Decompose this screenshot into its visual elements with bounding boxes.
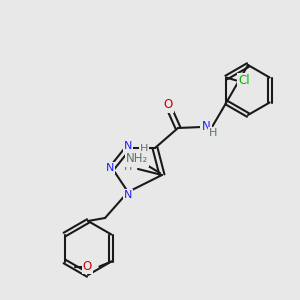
Text: H: H: [140, 144, 148, 154]
Text: N: N: [106, 163, 114, 173]
Text: H: H: [124, 162, 132, 172]
Text: Cl: Cl: [238, 74, 250, 87]
Text: N: N: [202, 119, 210, 133]
Text: N: N: [132, 152, 140, 162]
Text: N: N: [124, 141, 132, 151]
Text: O: O: [83, 260, 92, 273]
Text: H: H: [209, 128, 217, 138]
Text: O: O: [164, 98, 172, 112]
Text: N: N: [124, 190, 132, 200]
Text: NH₂: NH₂: [126, 152, 148, 166]
